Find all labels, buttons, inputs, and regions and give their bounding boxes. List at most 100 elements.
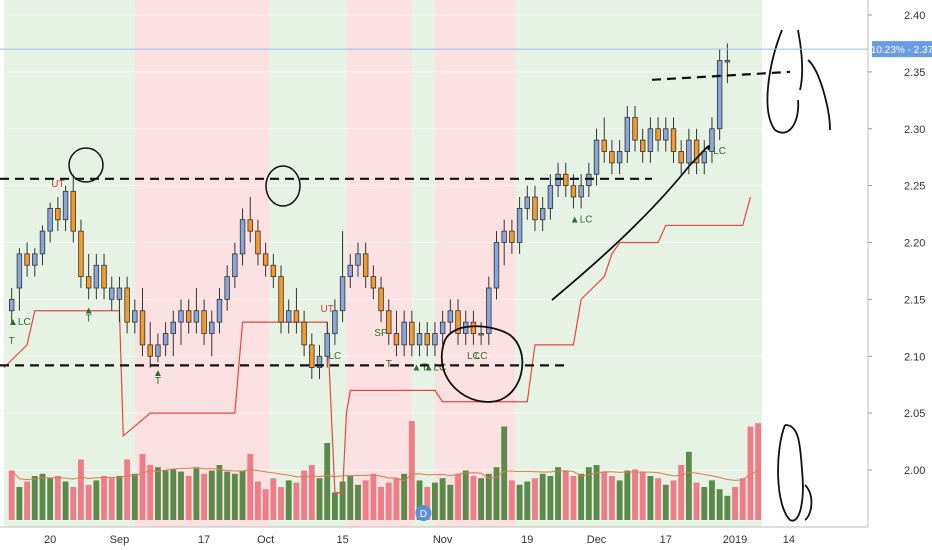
candle-body xyxy=(439,321,446,334)
signal-bands xyxy=(4,0,762,527)
volume-bar xyxy=(732,487,738,520)
candle-body xyxy=(632,116,638,141)
circle-breakout xyxy=(766,29,831,134)
candle-body xyxy=(101,264,107,289)
candle-body xyxy=(132,310,138,323)
signal-label: T xyxy=(86,313,92,324)
y-tick-label: 2.20 xyxy=(904,238,925,250)
candle-body xyxy=(524,196,530,209)
volume-bar xyxy=(408,421,415,520)
time-axis[interactable]: 20 Sep 17 Oct 15 Nov 19 Dec 17 2019 14 xyxy=(44,534,795,546)
candle-body xyxy=(616,151,623,164)
candle-body xyxy=(609,151,615,164)
signal-label: LC xyxy=(475,351,488,362)
candle-body xyxy=(624,116,631,152)
signal-label: LC xyxy=(713,146,726,157)
candle-body xyxy=(478,333,484,336)
volume-bar xyxy=(724,495,731,520)
candle-body xyxy=(578,185,584,198)
candle-body xyxy=(539,207,546,221)
volume-bar xyxy=(562,470,569,520)
candle-body xyxy=(278,276,284,323)
candle-body xyxy=(201,310,207,334)
volume-bar xyxy=(355,484,361,520)
candle-body xyxy=(663,128,669,141)
volume-bar xyxy=(416,480,423,520)
candle-body xyxy=(209,321,215,334)
candle-body xyxy=(686,139,692,164)
candle-body xyxy=(593,139,600,175)
x-tick-label: 2019 xyxy=(723,534,747,546)
signal-label: T xyxy=(386,359,392,370)
volume-bar xyxy=(547,476,554,520)
volume-bar xyxy=(516,484,523,520)
candle-body xyxy=(401,321,407,346)
candle-body xyxy=(701,151,707,164)
candle-body xyxy=(78,230,84,278)
volume-bar xyxy=(639,471,646,520)
candle-body xyxy=(370,276,377,289)
candle-body xyxy=(563,173,569,187)
candle-body xyxy=(547,185,554,209)
candle-body xyxy=(362,253,369,278)
candle-body xyxy=(255,230,261,255)
volume-bar xyxy=(31,476,38,520)
candle-body xyxy=(709,128,715,152)
volume-bar xyxy=(231,473,238,520)
volume-bar xyxy=(470,476,477,520)
x-tick-label: Nov xyxy=(433,534,453,546)
candle-body xyxy=(155,344,161,357)
candle-body xyxy=(55,207,61,221)
x-tick-label: 17 xyxy=(198,534,210,546)
volume-bar xyxy=(401,473,408,520)
volume-bar xyxy=(131,473,138,520)
candle-body xyxy=(655,128,661,141)
y-tick-label: 2.10 xyxy=(904,351,925,363)
volume-bar xyxy=(670,480,677,520)
candle-body xyxy=(62,190,69,221)
signal-label: ▲ xyxy=(84,305,94,316)
volume-bar xyxy=(316,478,323,520)
candle-body xyxy=(501,230,507,243)
volume-bar xyxy=(308,465,315,520)
signal-label: UT xyxy=(321,304,334,315)
volume-bar xyxy=(324,443,331,520)
volume-bar xyxy=(62,481,69,520)
price-axis[interactable]: 2.40 2.35 2.30 2.25 2.20 2.15 2.10 2.05 2.00 xyxy=(868,10,925,477)
volume-bar xyxy=(293,482,300,520)
candle-body xyxy=(70,190,76,232)
candle-body xyxy=(716,60,723,130)
volume-bar xyxy=(54,476,61,520)
candle-body xyxy=(416,333,423,346)
candle-body xyxy=(178,310,184,323)
candle-body xyxy=(239,219,246,255)
volume-bar xyxy=(93,480,100,520)
candle-body xyxy=(116,287,123,300)
volume-bar xyxy=(716,489,723,520)
candle-body xyxy=(232,253,238,278)
candle-body xyxy=(224,276,230,300)
circle-top-1 xyxy=(68,147,104,183)
candle-body xyxy=(347,264,353,278)
volume-bar xyxy=(85,484,92,520)
candle-body xyxy=(147,344,153,357)
volume-bar xyxy=(424,487,431,520)
volume-bar xyxy=(101,476,107,520)
candle-body xyxy=(639,139,646,152)
signal-label: LC xyxy=(467,351,480,362)
candle-body xyxy=(301,321,307,346)
y-tick-label: 2.00 xyxy=(904,465,925,477)
band-green xyxy=(411,0,435,527)
signal-label: SP xyxy=(374,328,388,339)
volume-bar xyxy=(478,478,485,520)
signal-label: ▲LC xyxy=(570,214,593,225)
volume-bar xyxy=(709,480,715,520)
volume-bar xyxy=(139,454,146,520)
signal-label: ▲LC xyxy=(424,362,447,373)
upper-trend-line xyxy=(651,70,791,81)
candle-body xyxy=(109,287,115,300)
volume-bar xyxy=(501,426,508,520)
volume-bar xyxy=(278,487,284,520)
volume-bar xyxy=(385,482,392,520)
